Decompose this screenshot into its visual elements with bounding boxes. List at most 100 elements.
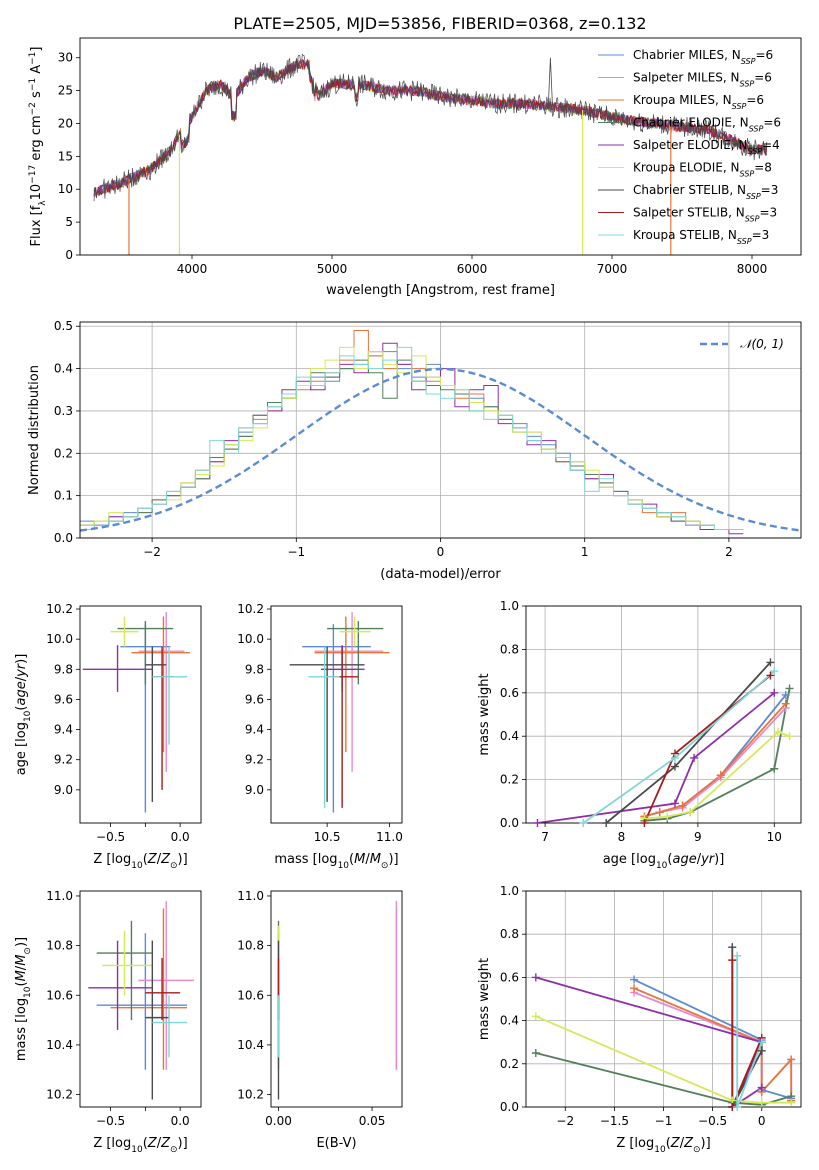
weight-marker [774, 727, 783, 736]
y-tick-label: 9.0 [245, 783, 264, 797]
y-tick-label: 10.2 [237, 602, 264, 616]
weight-marker [663, 812, 672, 821]
mass-vs-extinction-panel: 0.00 0.05 10.2 10.4 10.6 10.8 11.0 E(B-V) [237, 889, 403, 1151]
x-tick-label: 11.0 [376, 830, 403, 844]
x-tick-label: 7 [541, 830, 549, 844]
weight-marker [785, 684, 794, 693]
weight-marker [787, 1055, 796, 1064]
y-tick-label: 0.4 [500, 1014, 519, 1028]
weight-marker [781, 699, 790, 708]
weight-marker [766, 671, 775, 680]
weight-marker [531, 1049, 540, 1057]
y-axis-label: mass weight [477, 958, 492, 1040]
x-tick-label: −0.5 [698, 1114, 727, 1128]
y-tick-label: 9.2 [54, 753, 73, 767]
plot-area [88, 900, 195, 1100]
weight-marker [728, 943, 737, 952]
weight-marker [533, 819, 542, 827]
x-tick-label: 0.0 [171, 830, 190, 844]
axes-frame [79, 37, 802, 256]
x-tick-label: 8 [618, 830, 626, 844]
weight-marker [630, 984, 639, 993]
x-axis-label: age [log10(age/yr)] [603, 852, 725, 871]
figure-title: PLATE=2505, MJD=53856, FIBERID=0368, z=0… [233, 14, 646, 33]
weight-marker [757, 1098, 766, 1107]
weight-marker [770, 764, 779, 773]
y-tick-label: 0.2 [500, 773, 519, 787]
x-tick-label: 8000 [737, 262, 768, 276]
x-tick-label: −2 [556, 1114, 574, 1128]
y-axis-label: mass weight [477, 673, 492, 755]
y-tick-label: 1.0 [500, 599, 519, 613]
y-tick-label: 0.8 [500, 642, 519, 656]
plot-area [277, 900, 398, 1100]
plot-area [289, 612, 390, 813]
weight-marker [733, 1103, 742, 1111]
weight-marker [690, 753, 699, 762]
y-tick-label: 9.6 [54, 692, 73, 706]
x-tick-label: 10 [767, 830, 782, 844]
x-tick-label: −1 [655, 1114, 673, 1128]
y-tick-label: 0.6 [500, 686, 519, 700]
x-tick-label: 0.00 [265, 1114, 292, 1128]
y-tick-label: 0.1 [54, 489, 73, 503]
y-tick-label: 10.2 [46, 1088, 73, 1102]
legend-label: Kroupa MILES, NSSP=6 [633, 93, 764, 111]
weight-marker [770, 667, 779, 676]
x-axis-label: Z [log10(Z/Z⊙)] [93, 852, 187, 871]
y-tick-label: 0 [65, 248, 73, 262]
y-tick-label: 9.8 [54, 662, 73, 676]
legend-label: Chabrier MILES, NSSP=6 [633, 48, 773, 66]
y-tick-label: 0.5 [54, 319, 73, 333]
plot-area [535, 947, 793, 1107]
y-tick-label: 10.4 [237, 1038, 264, 1052]
weight-marker [630, 975, 639, 984]
weight-marker [531, 1012, 540, 1021]
x-axis-label: Z [log10(Z/Z⊙)] [93, 1136, 187, 1155]
y-tick-label: 0.4 [54, 362, 73, 376]
x-axis-label: (data-model)/error [380, 567, 501, 582]
y-axis-label: age [log10(age/yr)] [14, 654, 33, 776]
weight-marker [655, 808, 664, 817]
y-tick-label: 10.2 [237, 1088, 264, 1102]
y-tick-label: 0.0 [54, 531, 73, 545]
x-tick-label: 10.5 [314, 830, 341, 844]
y-tick-label: 0.3 [54, 404, 73, 418]
x-tick-label: 0.05 [359, 1114, 386, 1128]
age-vs-metallicity-panel: −0.5 0.0 9.0 9.2 9.4 9.6 9.8 10.0 10.2 Z [log10(Z… [14, 602, 202, 871]
weight-marker [686, 808, 695, 817]
y-tick-label: 10.6 [46, 988, 73, 1002]
weight-marker [531, 973, 540, 982]
y-tick-label: 30 [58, 51, 73, 65]
weight-marker [757, 1038, 766, 1047]
spectrum-line [93, 53, 768, 202]
y-tick-label: 10.6 [237, 988, 264, 1002]
histogram-step [80, 346, 744, 538]
weight-marker [640, 819, 649, 827]
x-axis-label: Z [log10(Z/Z⊙)] [616, 1136, 710, 1155]
legend-label: Salpeter ELODIE, NSSP=4 [633, 138, 780, 156]
y-tick-label: 0.0 [500, 816, 519, 830]
legend-label: Chabrier ELODIE, NSSP=6 [633, 116, 781, 134]
axes-frame [270, 890, 403, 1108]
weight-marker [670, 799, 679, 808]
y-tick-label: 25 [58, 84, 73, 98]
axes-frame [270, 605, 403, 824]
y-tick-label: 1.0 [500, 884, 519, 898]
weight-marker [781, 690, 790, 699]
weight-marker [579, 819, 588, 827]
residual-histogram-panel: −2 −1 0 1 2 0.0 0.1 0.2 0.3 0.4 0.5 𝒩(0, 1) (data-mo… [27, 319, 802, 582]
weight-marker [716, 771, 725, 780]
x-tick-label: −2 [143, 545, 161, 559]
weight-line [736, 955, 763, 1107]
x-tick-label: −0.5 [96, 830, 125, 844]
weight-marker [766, 658, 775, 667]
spectrum-legend: Chabrier MILES, NSSP=6 Salpeter MILES, NS… [598, 48, 781, 246]
y-tick-label: 5 [65, 215, 73, 229]
weight-marker [757, 1046, 766, 1055]
weight-marker [770, 688, 779, 697]
y-tick-label: 0.6 [500, 970, 519, 984]
y-tick-label: 10 [58, 182, 73, 196]
spectrum-panel: 4000 5000 6000 7000 8000 0 5 10 15 20 25 30 waveleng… [28, 37, 802, 298]
legend-label: Salpeter MILES, NSSP=6 [633, 71, 772, 89]
